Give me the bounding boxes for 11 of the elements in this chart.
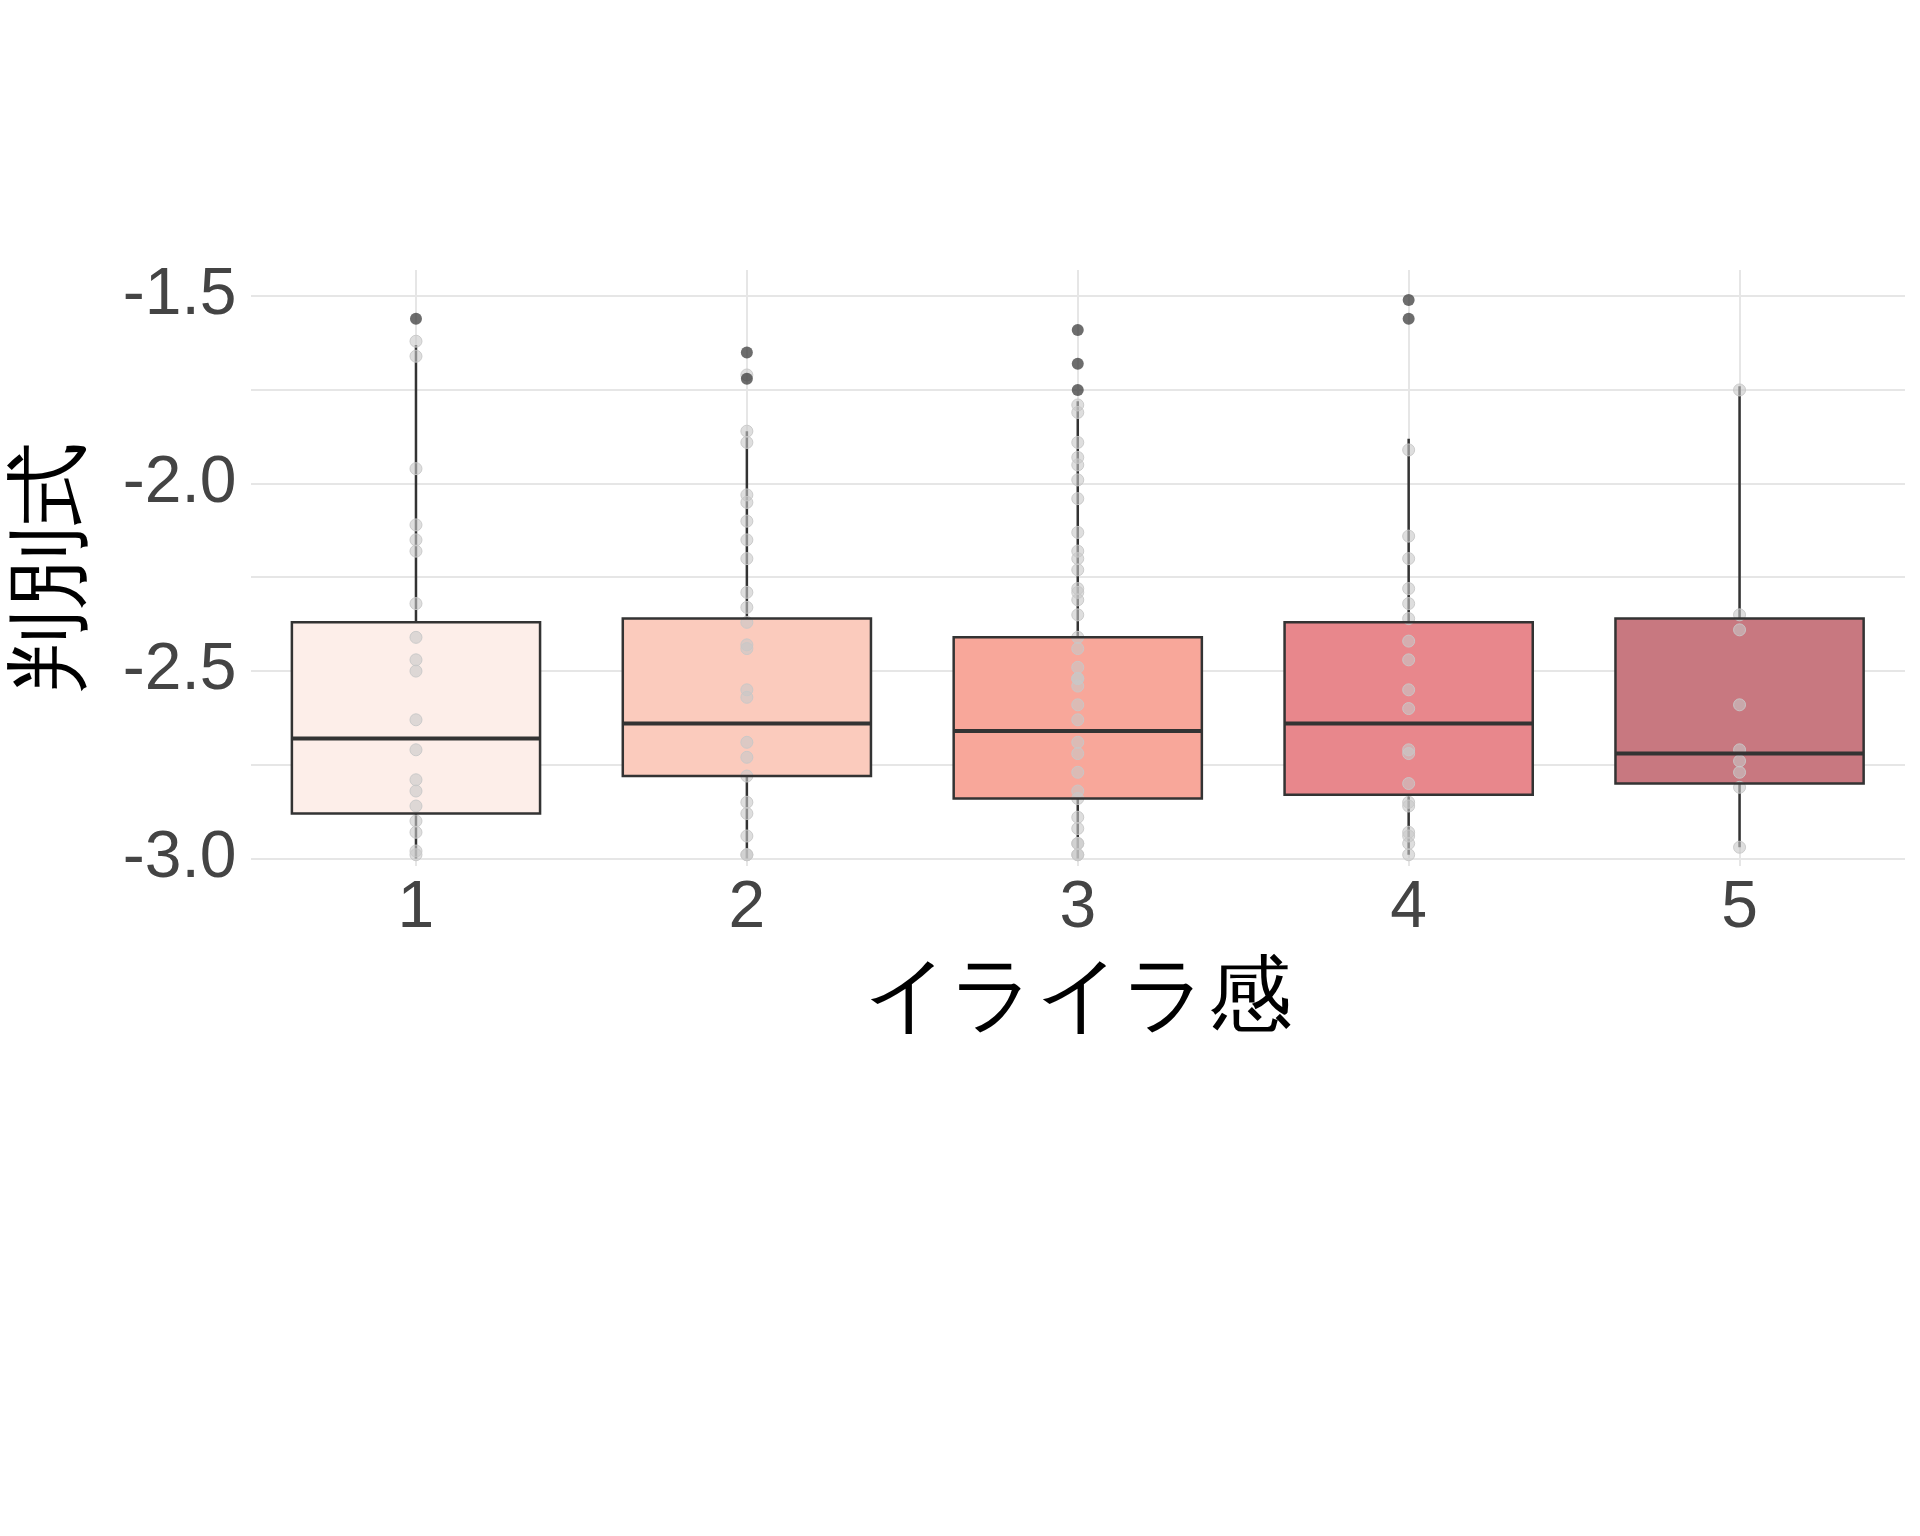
y-tick-label: -2.5 bbox=[122, 629, 237, 704]
x-tick-label: 2 bbox=[728, 866, 766, 941]
x-axis-title: イライラ感 bbox=[863, 945, 1292, 1044]
y-axis-title: 判別式 bbox=[0, 442, 97, 694]
y-tick-label: -1.5 bbox=[122, 254, 237, 329]
x-tick-label: 3 bbox=[1059, 866, 1097, 941]
y-tick-label: -2.0 bbox=[122, 441, 237, 516]
x-tick-label: 5 bbox=[1721, 866, 1758, 941]
y-tick-label: -3.0 bbox=[122, 816, 237, 891]
x-tick-label: 1 bbox=[397, 866, 435, 941]
x-tick-label: 4 bbox=[1390, 866, 1428, 941]
